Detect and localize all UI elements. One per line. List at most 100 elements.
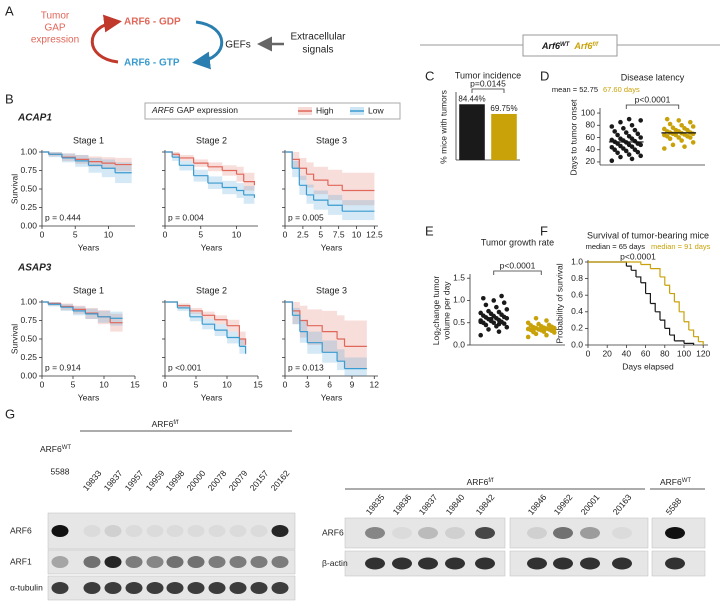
survival-step [688,329,695,337]
data-point [670,142,676,148]
survival-step [616,261,627,267]
data-point [525,320,531,326]
survival-step [650,302,656,312]
survival-step [307,325,323,332]
blot-band [83,556,101,568]
data-point [488,316,494,322]
x-tick-label: 10 [99,379,109,389]
y-axis-label: % mice with tumors [438,90,448,164]
data-point [541,328,547,333]
blot-band [271,525,289,537]
data-point [609,158,615,164]
lane-label: 19840 [444,492,467,517]
x-tick-label: 20 [602,348,612,358]
survival-step [645,292,651,304]
x-tick-label: 0 [283,229,288,239]
blot-band [271,556,289,568]
blot-band [418,527,438,539]
lane-label: 19837 [102,468,125,493]
chart-title: Stage 2 [196,285,227,295]
data-point [664,116,670,122]
blot-band [125,582,143,594]
chart-title: Disease latency [621,72,685,82]
survival-step [207,166,223,171]
lane-label: 20000 [185,468,208,493]
ci-band [292,307,300,325]
ci-band [344,357,367,376]
lane-label: 19998 [164,468,187,493]
chart-title: Stage 2 [196,135,227,145]
chart-title: Stage 3 [316,285,347,295]
p-value: p<0.0001 [620,251,656,261]
survival-step [101,167,116,173]
data-point [638,118,643,123]
data-point [688,119,693,125]
survival-step [636,276,642,283]
lane-label: 19835 [364,492,387,517]
survival-step [337,360,346,369]
y-tick-label: 1.5 [453,272,465,282]
y-tick-label: 1.0 [453,295,465,305]
survival-step [165,301,178,308]
data-point [552,326,557,332]
data-point [609,137,615,143]
text-part: change tumor [431,276,441,328]
p-value: p <0.001 [168,362,202,372]
x-tick-label: 15 [253,379,263,389]
blot-band [125,525,143,537]
data-point [662,126,667,132]
lane-label: 19837 [417,492,440,517]
survival-step [189,316,203,325]
data-point [609,144,615,150]
data-point [629,122,635,128]
x-axis-label: Years [321,392,342,402]
data-point [682,144,687,149]
y-tick-label: 100 [581,107,595,117]
survival-step [193,162,209,167]
survival-step [669,292,675,302]
p-value: p=0.0145 [470,78,506,88]
survival-step [172,156,180,166]
data-point [496,329,502,334]
subscript: 2 [437,327,443,331]
p-value: p<0.0001 [500,260,536,270]
data-point [533,315,539,321]
blot-header: ARF6f/f [152,419,179,429]
blot-band [208,556,226,568]
gene-label: ACAP1 [17,113,52,124]
data-point [690,140,696,145]
ci-band [299,157,307,181]
survival-step [313,199,329,206]
x-tick-label: 40 [622,348,632,358]
survival-step [660,319,666,329]
survival-step [640,263,651,269]
blot-header: ARF6WT [660,477,691,487]
blot-header: ARF6WT [40,444,71,454]
survival-step [306,173,315,181]
text-part: Arf6 [541,41,561,51]
data-point [682,126,687,131]
blot-band [51,556,69,568]
blot-band [475,557,495,570]
x-tick-label: 12 [370,379,380,389]
data-point [618,154,623,160]
x-tick-label: 10 [232,229,242,239]
median-label: median = 91 days [651,242,711,251]
x-tick-label: 6 [327,379,332,389]
ci-band [299,305,308,338]
x-tick-label: 12.5 [366,229,383,239]
survival-step [684,342,695,345]
data-point [662,132,667,138]
survival-step [61,157,76,161]
survival-step [299,331,308,343]
legend-gene: ARF6 [151,105,174,115]
legend-box [144,102,401,120]
data-point [609,124,615,129]
bar [491,113,517,160]
ci-band [344,320,367,369]
blot-band [51,582,69,594]
data-point [626,133,632,139]
survival-step [101,162,116,165]
blot-band [146,582,164,594]
